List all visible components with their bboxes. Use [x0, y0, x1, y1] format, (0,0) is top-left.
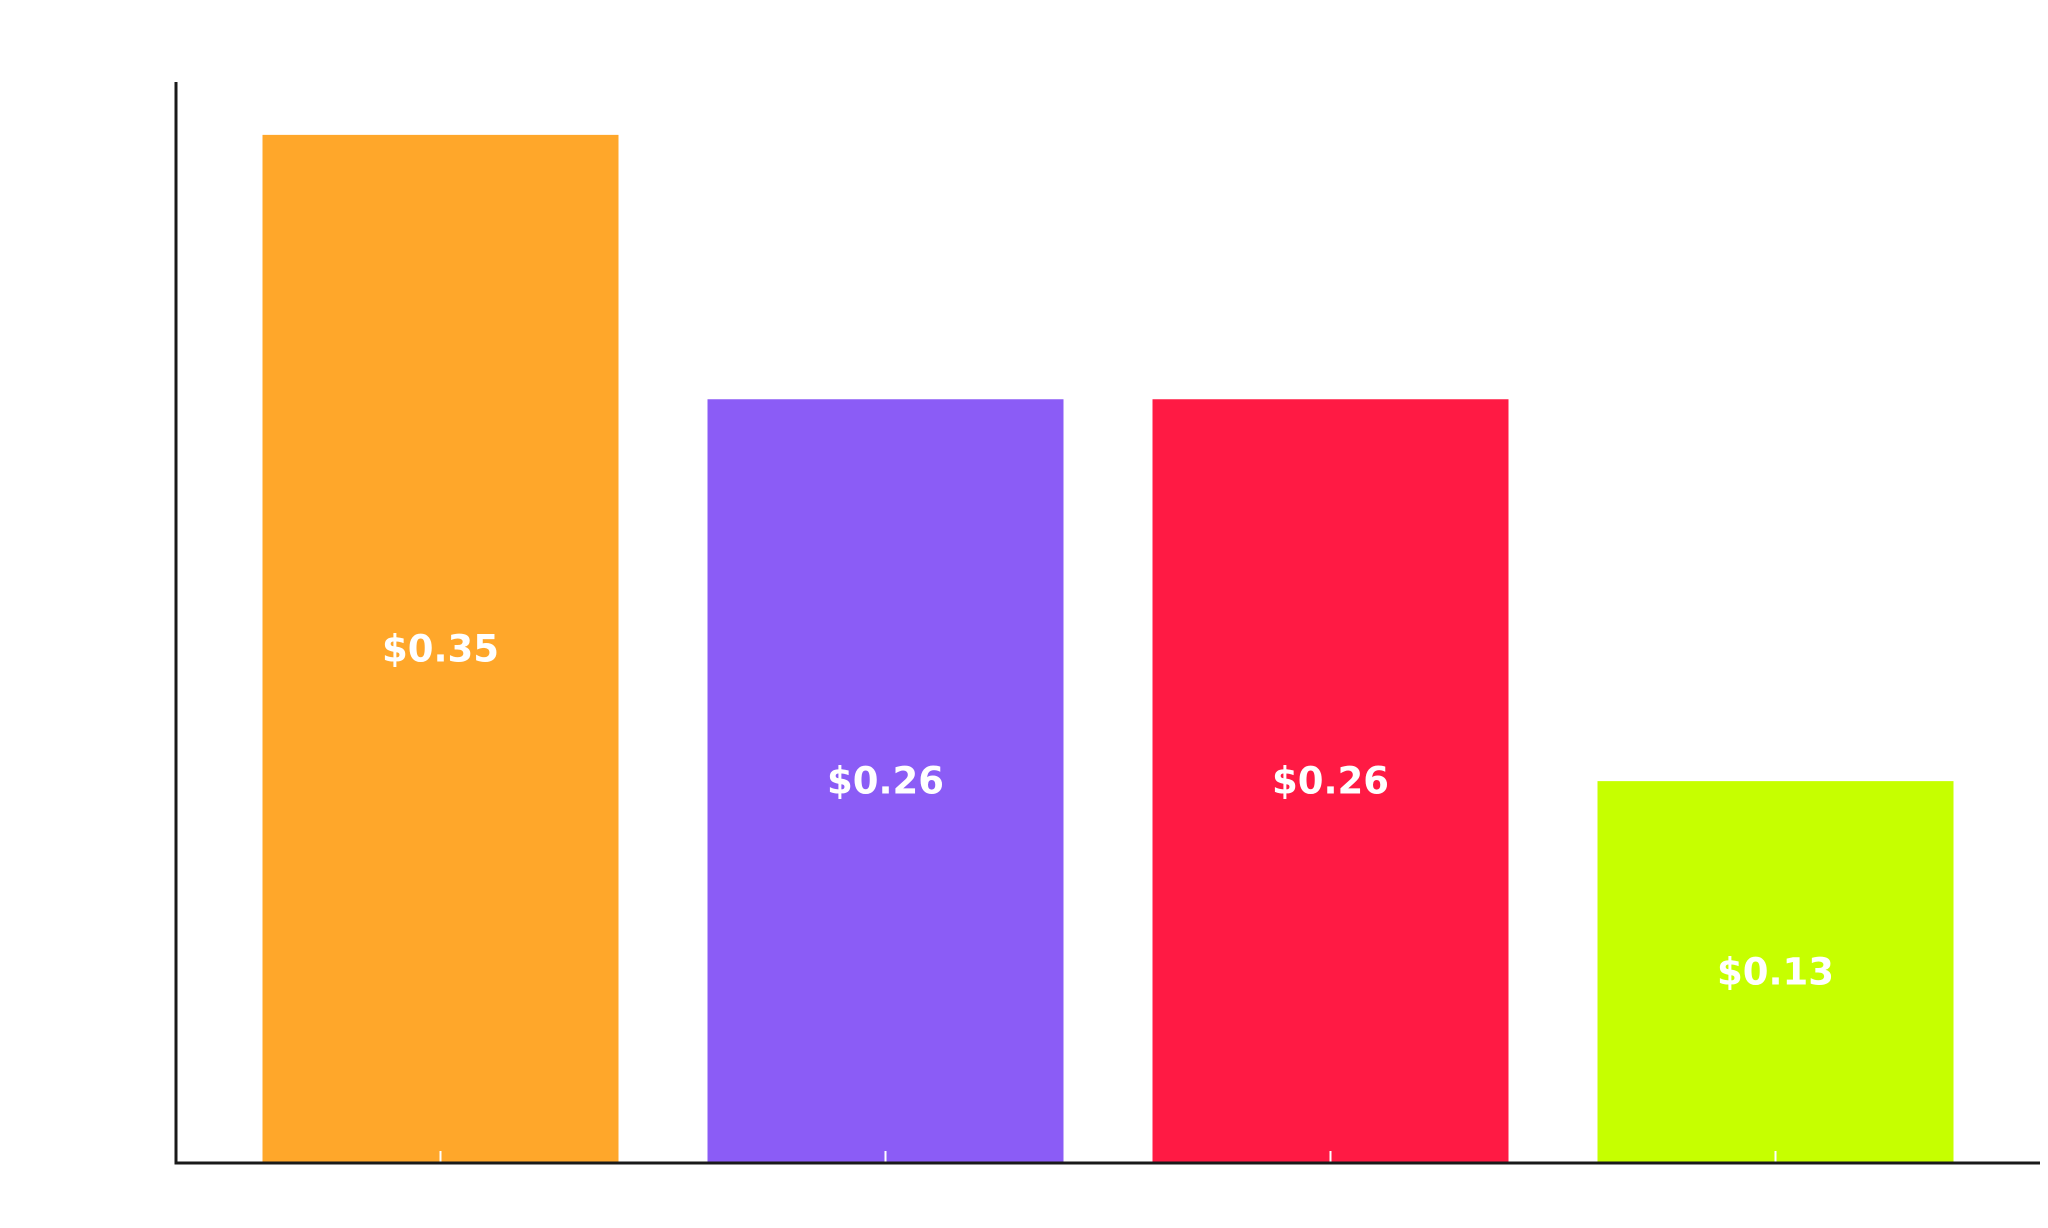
- bar-value-label-3: $0.26: [1272, 760, 1389, 803]
- bars: [262, 134, 1954, 1163]
- bar-1: [262, 134, 619, 1163]
- bar-3: [1152, 399, 1509, 1163]
- bar-4: [1597, 781, 1954, 1163]
- x-axis-ticks: [439, 1151, 1777, 1163]
- bar-value-label-1: $0.35: [382, 627, 499, 670]
- bar-value-label-4: $0.13: [1717, 951, 1834, 994]
- bar-2: [707, 399, 1064, 1163]
- data-labels: $0.35 $0.26 $0.26 $0.13: [382, 627, 1834, 993]
- bar-value-label-2: $0.26: [827, 760, 944, 803]
